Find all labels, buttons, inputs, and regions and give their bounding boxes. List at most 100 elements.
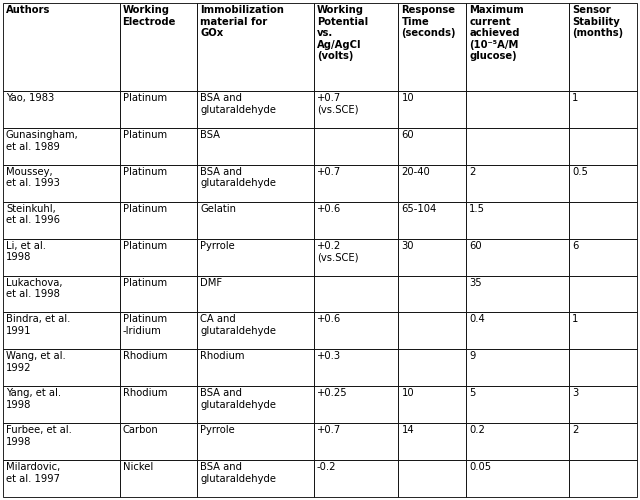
Text: Furbee, et al.
1998: Furbee, et al. 1998	[6, 425, 72, 447]
Text: -0.2: -0.2	[317, 462, 336, 472]
Text: Gunasingham,
et al. 1989: Gunasingham, et al. 1989	[6, 130, 79, 152]
Text: Bindra, et al.
1991: Bindra, et al. 1991	[6, 314, 70, 336]
Text: Authors: Authors	[6, 5, 51, 15]
Text: Rhodium: Rhodium	[200, 352, 244, 362]
Bar	[314, 128, 398, 165]
Bar	[314, 91, 398, 128]
Bar	[120, 238, 197, 276]
Bar	[3, 423, 120, 460]
Text: Yao, 1983: Yao, 1983	[6, 93, 54, 103]
Bar	[3, 350, 120, 387]
Text: Working
Potential
vs.
Ag/AgCl
(volts): Working Potential vs. Ag/AgCl (volts)	[317, 5, 368, 62]
Bar	[120, 165, 197, 202]
Text: Steinkuhl,
et al. 1996: Steinkuhl, et al. 1996	[6, 204, 60, 226]
Text: BSA and
glutaraldehyde: BSA and glutaraldehyde	[200, 462, 276, 483]
Text: Platinum: Platinum	[122, 167, 166, 177]
Bar	[120, 202, 197, 238]
Text: Sensor
Stability
(months): Sensor Stability (months)	[572, 5, 623, 38]
Bar	[197, 386, 314, 423]
Bar	[314, 3, 398, 91]
Text: 14: 14	[401, 425, 414, 435]
Text: 2: 2	[572, 425, 579, 435]
Text: +0.7
(vs.SCE): +0.7 (vs.SCE)	[317, 93, 358, 114]
Text: 65-104: 65-104	[401, 204, 436, 214]
Bar	[197, 276, 314, 312]
Bar	[467, 423, 569, 460]
Bar	[3, 165, 120, 202]
Bar	[569, 165, 637, 202]
Bar	[398, 386, 467, 423]
Text: BSA: BSA	[200, 130, 220, 140]
Bar	[120, 350, 197, 387]
Text: +0.3: +0.3	[317, 352, 341, 362]
Text: 60: 60	[401, 130, 414, 140]
Bar	[120, 386, 197, 423]
Bar	[467, 165, 569, 202]
Bar	[197, 3, 314, 91]
Bar	[3, 386, 120, 423]
Text: 20-40: 20-40	[401, 167, 430, 177]
Bar	[398, 3, 467, 91]
Bar	[467, 202, 569, 238]
Text: 0.5: 0.5	[572, 167, 588, 177]
Text: +0.7: +0.7	[317, 425, 341, 435]
Bar	[398, 128, 467, 165]
Bar	[467, 460, 569, 497]
Text: CA and
glutaraldehyde: CA and glutaraldehyde	[200, 314, 276, 336]
Bar	[197, 460, 314, 497]
Text: Nickel: Nickel	[122, 462, 153, 472]
Bar	[120, 91, 197, 128]
Text: Pyrrole: Pyrrole	[200, 425, 235, 435]
Bar	[314, 165, 398, 202]
Text: 30: 30	[401, 240, 414, 250]
Bar	[3, 312, 120, 350]
Bar	[467, 128, 569, 165]
Text: Platinum: Platinum	[122, 130, 166, 140]
Bar	[3, 3, 120, 91]
Bar	[398, 202, 467, 238]
Text: 9: 9	[469, 352, 476, 362]
Text: 1.5: 1.5	[469, 204, 485, 214]
Bar	[314, 202, 398, 238]
Bar	[398, 460, 467, 497]
Bar	[197, 165, 314, 202]
Bar	[398, 276, 467, 312]
Bar	[467, 91, 569, 128]
Bar	[467, 276, 569, 312]
Text: 5: 5	[469, 388, 476, 398]
Bar	[569, 128, 637, 165]
Bar	[120, 276, 197, 312]
Text: Platinum: Platinum	[122, 278, 166, 287]
Text: +0.7: +0.7	[317, 167, 341, 177]
Bar	[314, 238, 398, 276]
Bar	[467, 312, 569, 350]
Text: Response
Time
(seconds): Response Time (seconds)	[401, 5, 456, 38]
Text: 3: 3	[572, 388, 579, 398]
Bar	[569, 3, 637, 91]
Bar	[398, 312, 467, 350]
Bar	[314, 276, 398, 312]
Text: Platinum: Platinum	[122, 240, 166, 250]
Bar	[467, 386, 569, 423]
Bar	[467, 238, 569, 276]
Text: Moussey,
et al. 1993: Moussey, et al. 1993	[6, 167, 60, 188]
Bar	[569, 423, 637, 460]
Bar	[3, 238, 120, 276]
Text: +0.2
(vs.SCE): +0.2 (vs.SCE)	[317, 240, 358, 262]
Bar	[197, 312, 314, 350]
Text: +0.25: +0.25	[317, 388, 348, 398]
Bar	[314, 423, 398, 460]
Bar	[569, 386, 637, 423]
Bar	[398, 91, 467, 128]
Text: 35: 35	[469, 278, 482, 287]
Text: 6: 6	[572, 240, 579, 250]
Bar	[120, 460, 197, 497]
Bar	[398, 238, 467, 276]
Text: Gelatin: Gelatin	[200, 204, 236, 214]
Bar	[197, 91, 314, 128]
Bar	[120, 312, 197, 350]
Text: +0.6: +0.6	[317, 314, 341, 324]
Text: BSA and
glutaraldehyde: BSA and glutaraldehyde	[200, 93, 276, 114]
Text: 0.4: 0.4	[469, 314, 485, 324]
Text: BSA and
glutaraldehyde: BSA and glutaraldehyde	[200, 388, 276, 410]
